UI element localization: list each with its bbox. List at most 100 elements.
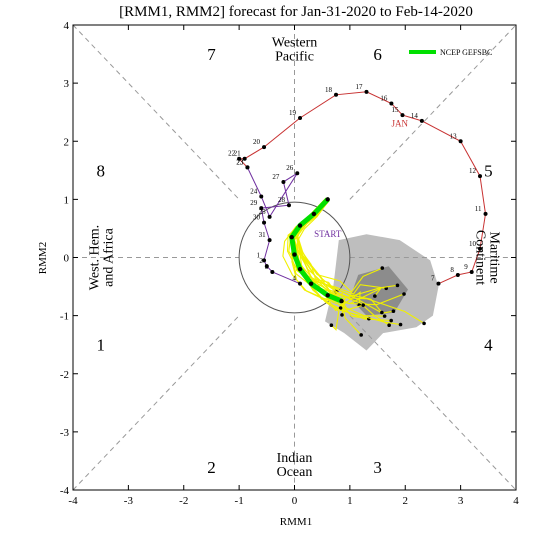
day-label: 22 bbox=[228, 150, 236, 158]
day-point bbox=[325, 293, 330, 298]
day-label: 2 bbox=[259, 257, 263, 265]
day-label: 13 bbox=[450, 132, 458, 140]
day-label: 28 bbox=[278, 196, 286, 204]
day-label: 10 bbox=[469, 240, 477, 248]
day-label: 19 bbox=[289, 109, 297, 117]
day-label: 15 bbox=[391, 106, 399, 114]
day-point bbox=[292, 252, 297, 257]
day-label: 20 bbox=[253, 138, 261, 146]
day-point bbox=[298, 281, 303, 286]
day-point bbox=[458, 139, 463, 144]
observed-line bbox=[246, 167, 301, 285]
x-tick-label: 4 bbox=[513, 495, 519, 507]
day-point bbox=[245, 165, 250, 170]
ensemble-member-end bbox=[373, 294, 377, 298]
day-point bbox=[297, 223, 303, 228]
phase-label: 3 bbox=[373, 458, 382, 477]
day-point bbox=[339, 298, 344, 304]
y-tick-label: 1 bbox=[64, 194, 70, 206]
legend: NCEP GEFSBC bbox=[409, 48, 492, 57]
day-point bbox=[308, 281, 314, 286]
start-label: START bbox=[314, 229, 342, 239]
day-label: 26 bbox=[286, 164, 294, 172]
ensemble-member-end bbox=[382, 314, 387, 318]
y-tick-label: -2 bbox=[60, 369, 69, 381]
day-point bbox=[259, 194, 264, 199]
region-line: Pacific bbox=[275, 49, 314, 64]
ensemble-member-end bbox=[361, 303, 366, 307]
x-tick-label: -2 bbox=[179, 495, 188, 507]
day-label: 21 bbox=[234, 150, 242, 158]
x-tick-label: -1 bbox=[235, 495, 244, 507]
day-point bbox=[281, 179, 286, 184]
region-line: West. Hem. bbox=[88, 225, 103, 290]
ensemble-member-line bbox=[297, 199, 425, 324]
phase-label: 4 bbox=[484, 336, 493, 355]
y-tick-label: -1 bbox=[60, 311, 69, 323]
day-point bbox=[419, 118, 424, 123]
day-point bbox=[298, 116, 303, 120]
day-label: 16 bbox=[380, 94, 388, 102]
day-point bbox=[264, 264, 269, 269]
day-label: 7 bbox=[431, 275, 435, 283]
day-label: 11 bbox=[475, 205, 482, 213]
region-line: Continent bbox=[472, 230, 487, 285]
ensemble-member-end bbox=[402, 292, 406, 296]
day-label: 9 bbox=[464, 263, 468, 271]
x-tick-label: 2 bbox=[403, 495, 409, 507]
day-label: 23 bbox=[236, 158, 244, 166]
ensemble-member-end bbox=[380, 310, 384, 315]
day-point bbox=[364, 89, 369, 94]
day-label: 12 bbox=[469, 167, 477, 175]
ensemble-member-end bbox=[359, 333, 363, 337]
legend-label: NCEP GEFSBC bbox=[440, 48, 492, 57]
day-point bbox=[262, 145, 267, 150]
day-label: 27 bbox=[272, 173, 280, 181]
day-point bbox=[270, 270, 275, 275]
x-tick-label: 0 bbox=[292, 495, 298, 507]
phase-guides bbox=[72, 24, 517, 491]
day-label: 8 bbox=[450, 266, 454, 274]
day-point bbox=[400, 113, 405, 118]
day-label: 17 bbox=[355, 83, 363, 91]
ensemble-member-end bbox=[398, 322, 403, 327]
day-label: 1 bbox=[257, 251, 261, 259]
day-point bbox=[311, 211, 317, 217]
day-label: 31 bbox=[259, 231, 267, 239]
phase-label: 1 bbox=[96, 336, 105, 355]
day-label: 3 bbox=[265, 263, 269, 271]
phase-label: 8 bbox=[96, 161, 105, 180]
phase-label: 2 bbox=[207, 458, 216, 477]
region-line: Ocean bbox=[277, 465, 313, 480]
day-label: 24 bbox=[250, 187, 258, 195]
day-point bbox=[286, 203, 291, 208]
observed-series: 78 91011121314151617181920212223232425262… bbox=[228, 83, 488, 304]
ensemble-member-end bbox=[380, 266, 385, 270]
day-point bbox=[436, 281, 441, 286]
day-label: 29 bbox=[250, 199, 258, 207]
day-point bbox=[334, 92, 339, 97]
day-point bbox=[295, 171, 300, 176]
y-tick-label: 4 bbox=[64, 20, 70, 32]
day-point bbox=[267, 214, 272, 219]
diagonal-guide bbox=[72, 24, 240, 200]
day-label: 4 bbox=[293, 275, 297, 283]
x-tick-label: 3 bbox=[458, 495, 464, 507]
ensemble-member-line bbox=[290, 199, 385, 317]
day-point bbox=[262, 220, 267, 225]
ensemble-member-end bbox=[391, 309, 396, 314]
diagonal-guide bbox=[72, 315, 240, 491]
x-tick-label: 1 bbox=[347, 495, 353, 507]
y-tick-label: 3 bbox=[64, 78, 70, 90]
day-label: 23 bbox=[236, 158, 244, 166]
x-axis-label: RMM1 bbox=[280, 516, 312, 528]
day-point bbox=[389, 101, 394, 106]
month-label: JAN bbox=[391, 119, 408, 129]
region-line: Western bbox=[272, 35, 318, 50]
day-label: 14 bbox=[411, 112, 419, 120]
day-label: 30 bbox=[253, 214, 261, 222]
day-point bbox=[478, 246, 483, 251]
